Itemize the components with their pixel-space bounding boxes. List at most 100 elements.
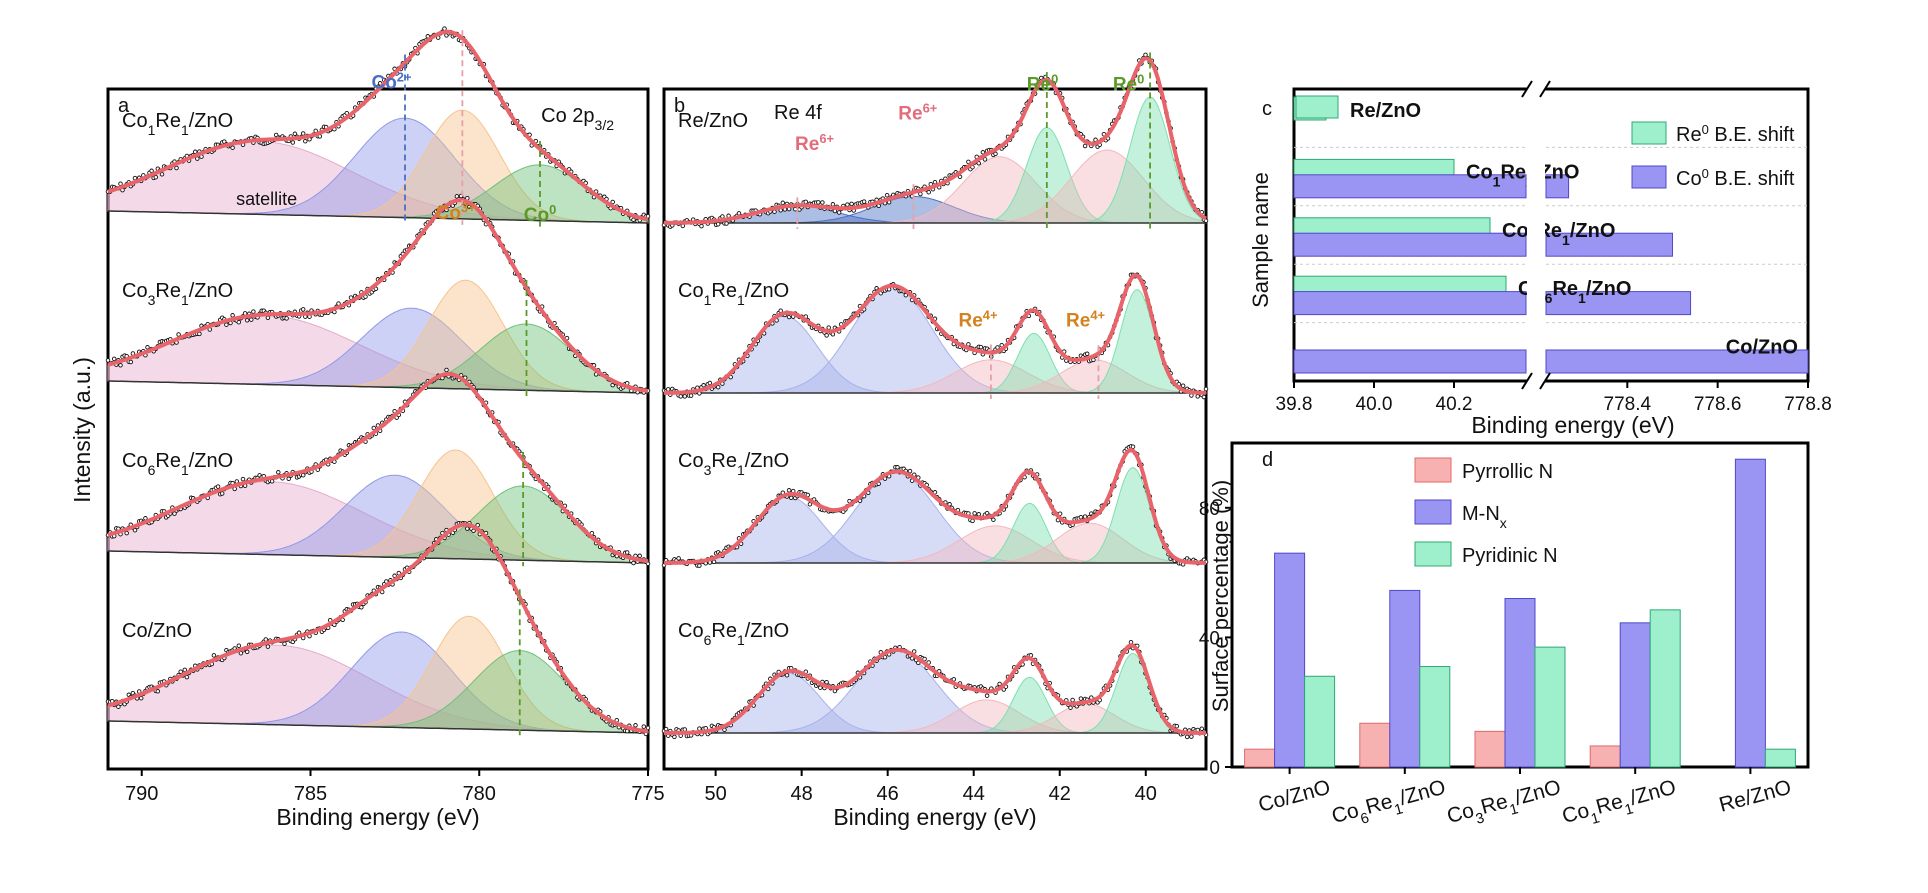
panel-a-sample-label-sub: 6 <box>148 462 156 478</box>
panel-c-category-label-part: Co/ZnO <box>1726 337 1798 359</box>
panel-a-y-axis-title: Intensity (a.u.) <box>69 357 95 503</box>
panel-b-peak-annotation-text: Re <box>795 134 819 155</box>
raw-data-point <box>471 528 476 534</box>
raw-data-point <box>444 367 449 373</box>
panel-a-baseline <box>108 210 648 224</box>
panel-a-sample-label-part: /ZnO <box>189 450 233 472</box>
panel-b-sample-label: Re/ZnO <box>678 110 748 132</box>
raw-data-point <box>132 527 138 533</box>
raw-data-point <box>219 491 225 496</box>
panel-b-sample-label-part: /ZnO <box>745 450 789 472</box>
raw-data-point <box>976 161 982 166</box>
panel-b-sample-label-sub: 3 <box>704 462 712 478</box>
raw-data-point <box>786 488 792 493</box>
panel-b-title: Re 4f <box>774 102 822 124</box>
raw-data-point <box>1078 696 1084 701</box>
panel-a-peak-annotation-sup: 2+ <box>397 69 412 84</box>
panel-c-bar-co0 <box>1293 291 1527 316</box>
panel-b-x-tick-label: 44 <box>963 783 985 805</box>
panel-a-peak-annotation-sup: 3+ <box>461 199 476 214</box>
panel-c-bar-re0 <box>1295 95 1339 119</box>
raw-data-point <box>178 669 183 674</box>
raw-data-point <box>230 313 235 318</box>
raw-data-point <box>1189 734 1194 739</box>
panel-a-sample-label-sub: 1 <box>148 122 156 138</box>
panel-d-bar <box>1304 675 1336 768</box>
panel-b-sample-label-sub: 1 <box>737 462 745 478</box>
raw-data-point <box>145 345 150 350</box>
raw-data-point <box>715 221 721 227</box>
panel-b-sample-label-sub: 1 <box>704 292 712 308</box>
panel-d-bar <box>1764 748 1796 768</box>
raw-data-point <box>1201 394 1207 400</box>
panel-c-category-label-sub: 1 <box>1578 290 1586 306</box>
panel-d-category-label-part: Co <box>1329 799 1361 828</box>
raw-data-point <box>637 553 642 559</box>
panel-b-sample-label: Co1Re1/ZnO <box>678 280 789 308</box>
raw-data-point <box>290 140 296 145</box>
panel-a-sample-label-sub: 1 <box>181 122 189 138</box>
panel-b-peak-annotation-text: Re <box>1066 311 1090 332</box>
panel-b-peak-annotation: Re6+ <box>795 131 834 156</box>
raw-data-point <box>926 189 931 195</box>
panel-a-title: Co 2p3/2 <box>541 105 614 133</box>
panel-a-baseline <box>108 720 648 734</box>
raw-data-point <box>845 202 850 207</box>
panel-a-peak-annotation: Co3+ <box>436 199 477 224</box>
panel-d-bar <box>1504 598 1536 768</box>
panel-b-peak-annotation-sup: 6+ <box>819 131 834 146</box>
panel-b-peak-annotation: Re6+ <box>898 100 937 125</box>
legend-main: Pyrrollic N <box>1462 461 1553 483</box>
panel-d-legend-label: Pyrrollic N <box>1462 461 1553 483</box>
raw-data-point <box>251 309 256 314</box>
panel-c-category-label: Re/ZnO <box>1350 100 1421 122</box>
legend-sub: x <box>1500 515 1507 531</box>
panel-a-title-main: Co 2p <box>541 105 594 127</box>
raw-data-point <box>211 653 217 658</box>
panel-b-sample-label-sub: 1 <box>737 292 745 308</box>
raw-data-point <box>780 200 786 206</box>
panel-c-x-tick-label: 40.2 <box>1436 394 1473 415</box>
panel-a-baseline <box>108 380 648 394</box>
panel-a-sample-label-part: /ZnO <box>189 110 233 132</box>
panel-b-fit-envelope <box>664 56 1207 225</box>
panel-d-category-label-part: /ZnO <box>1397 776 1448 810</box>
panel-b-x-tick-label: 48 <box>791 783 813 805</box>
panel-c-bar-co0 <box>1293 349 1527 374</box>
panel-a-sample-label-sub: 3 <box>148 292 156 308</box>
raw-data-point <box>286 476 291 482</box>
panel-a-sample-label: Co3Re1/ZnO <box>122 280 233 308</box>
panel-d-bar <box>1619 622 1651 768</box>
raw-data-point <box>105 358 111 363</box>
raw-data-point <box>1174 723 1180 729</box>
raw-data-point <box>861 199 867 204</box>
panel-a-x-tick-label: 780 <box>463 783 496 805</box>
raw-data-point <box>184 674 190 680</box>
raw-data-point <box>895 465 900 470</box>
raw-data-point <box>442 26 447 31</box>
panel-b-peak-annotation: Re0 <box>1027 71 1058 96</box>
raw-data-point <box>118 363 123 368</box>
raw-data-point <box>697 563 702 568</box>
panel-c-legend-swatch <box>1631 165 1667 189</box>
raw-data-point <box>991 517 996 522</box>
raw-data-point <box>816 200 821 205</box>
raw-data-point <box>172 511 177 516</box>
panel-c-category-label-part: Co <box>1502 220 1529 242</box>
panel-d-bar <box>1589 745 1621 768</box>
raw-data-point <box>284 316 289 321</box>
raw-data-point <box>688 393 694 398</box>
panel-c-category-label-sub: 1 <box>1493 173 1501 189</box>
panel-b-sample-label-part: Co <box>678 450 704 472</box>
panel-b-sample-label-part: Re <box>711 280 737 302</box>
panel-c-category-label-part: Re <box>1500 161 1526 183</box>
panel-c-category-label-sub: 6 <box>1545 290 1553 306</box>
panel-a-sample-label-part: Re <box>155 110 181 132</box>
panel-a-x-tick-label: 785 <box>294 783 327 805</box>
legend-rest: B.E. shift <box>1709 168 1795 190</box>
raw-data-point <box>265 644 271 649</box>
legend-rest: B.E. shift <box>1709 124 1795 146</box>
panel-c-letter: c <box>1262 98 1272 120</box>
panel-b-peak-annotation-text: Re <box>959 311 983 332</box>
